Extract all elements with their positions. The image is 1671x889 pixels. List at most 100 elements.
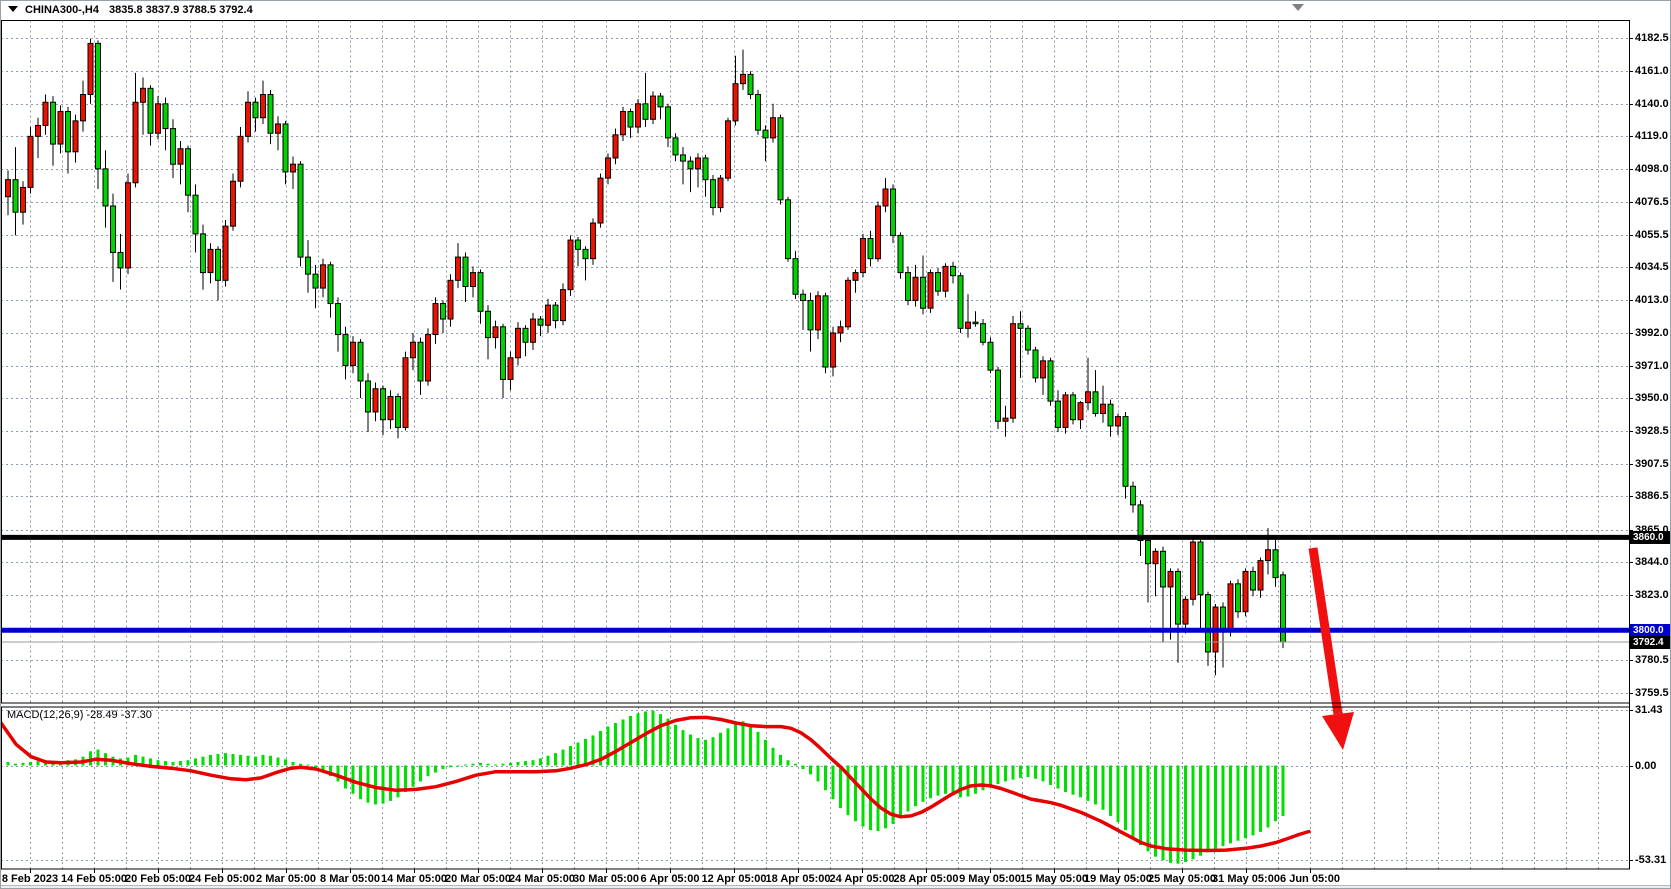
trend-arrow-shaft[interactable]: [1308, 547, 1343, 715]
price-axis-label[interactable]: 4076.5: [1635, 196, 1669, 209]
macd-bar: [1131, 765, 1135, 839]
price-axis-label[interactable]: 4013.0: [1635, 294, 1669, 307]
time-axis-label[interactable]: 24 Feb 05:00: [188, 873, 256, 885]
candle: [357, 339, 364, 399]
symbol-dropdown-icon[interactable]: [8, 6, 18, 12]
price-axis-label[interactable]: 4182.5: [1635, 32, 1669, 44]
time-axis-label[interactable]: 8 Mar 05:00: [320, 873, 380, 885]
axis-ticks: [30, 38, 1633, 873]
macd-bar: [1004, 765, 1007, 782]
price-axis-label[interactable]: 4161.0: [1635, 65, 1669, 78]
price-axis-label[interactable]: 3971.0: [1635, 359, 1669, 372]
time-axis-label[interactable]: 6 Jun 05:00: [1280, 873, 1340, 885]
macd-axis-label[interactable]: 0.00: [1635, 759, 1657, 772]
candle: [717, 175, 724, 213]
time-axis-label[interactable]: 24 Mar 05:00: [508, 873, 576, 885]
macd-bar: [149, 758, 152, 766]
bottom-window-strip: [1, 885, 1670, 888]
price-axis-label[interactable]: 3928.5: [1635, 425, 1669, 438]
candle: [432, 297, 439, 344]
trend-arrow-head[interactable]: [1322, 712, 1354, 750]
macd-bar: [779, 754, 782, 766]
time-axis-label[interactable]: 19 May 05:00: [1084, 873, 1152, 885]
time-axis-label[interactable]: 9 May 05:00: [959, 873, 1021, 885]
time-axis-label[interactable]: 28 Apr 05:00: [893, 873, 959, 885]
candle: [117, 233, 124, 290]
macd-bar: [186, 760, 190, 766]
macd-bar: [606, 726, 610, 766]
macd-axis-label[interactable]: 31.43: [1635, 703, 1663, 716]
macd-bar: [1161, 765, 1165, 861]
macd-bar: [1214, 765, 1217, 849]
candle: [537, 315, 544, 337]
macd-bar: [599, 730, 602, 766]
main-chart-area[interactable]: [1, 20, 1629, 704]
macd-bar: [861, 765, 865, 827]
macd-bar: [771, 747, 775, 766]
candle: [710, 175, 716, 216]
time-axis-label[interactable]: 15 May 05:00: [1020, 873, 1088, 885]
price-axis-label[interactable]: 4140.0: [1635, 97, 1669, 110]
macd-bar: [929, 765, 932, 799]
price-axis-label[interactable]: 4034.5: [1635, 261, 1669, 274]
candle: [1160, 546, 1166, 643]
candle: [672, 133, 679, 162]
macd-bar: [666, 718, 670, 766]
candle: [530, 312, 536, 351]
macd-bar: [156, 760, 160, 766]
candle: [1250, 566, 1256, 597]
time-axis-label[interactable]: 20 Feb 05:00: [124, 873, 192, 885]
macd-bar: [524, 761, 527, 766]
time-axis-label[interactable]: 8 Feb 2023: [1, 873, 59, 885]
price-axis-label[interactable]: 4055.5: [1635, 228, 1669, 241]
price-axis-label[interactable]: 3992.0: [1635, 326, 1669, 339]
macd-bar: [141, 756, 145, 766]
macd-bar: [494, 764, 497, 766]
price-axis-label[interactable]: 4119.0: [1635, 130, 1669, 143]
macd-axis-label[interactable]: -53.31: [1635, 853, 1667, 866]
chart-shift-marker-icon[interactable]: [1292, 4, 1304, 11]
candle: [650, 91, 656, 124]
candle: [965, 294, 971, 338]
time-axis-label[interactable]: 18 Apr 05:00: [765, 873, 831, 885]
time-axis-label[interactable]: 6 Apr 05:00: [640, 873, 700, 885]
macd-bar: [1056, 765, 1060, 789]
macd-bar: [1026, 765, 1030, 778]
macd-bar: [1266, 765, 1270, 828]
macd-bar: [659, 714, 662, 766]
time-axis-label[interactable]: 12 Apr 05:00: [701, 873, 767, 885]
price-axis-label[interactable]: 3759.5: [1635, 687, 1669, 699]
macd-bar: [1064, 765, 1067, 793]
candle: [935, 267, 941, 296]
macd-bar: [696, 738, 700, 766]
candle: [1085, 357, 1091, 411]
macd-bar: [914, 765, 917, 807]
price-axis-label[interactable]: 3780.5: [1635, 654, 1669, 667]
price-axis-label[interactable]: 3950.0: [1635, 392, 1669, 405]
candle: [792, 250, 799, 299]
macd-panel-area[interactable]: [1, 707, 1629, 869]
time-axis-label[interactable]: 25 May 05:00: [1148, 873, 1216, 885]
time-axis-label[interactable]: 14 Mar 05:00: [380, 873, 448, 885]
price-axis-label[interactable]: 4098.0: [1635, 162, 1669, 175]
macd-bar: [21, 762, 25, 766]
time-axis-label[interactable]: 24 Apr 05:00: [829, 873, 895, 885]
time-axis-label[interactable]: 2 Mar 05:00: [256, 873, 316, 885]
price-axis-label[interactable]: 3886.5: [1635, 490, 1669, 503]
price-axis-label[interactable]: 3844.0: [1635, 556, 1669, 569]
macd-bar: [554, 753, 557, 766]
candle: [950, 261, 956, 284]
candle: [920, 255, 926, 315]
time-axis-label[interactable]: 31 May 05:00: [1212, 873, 1280, 885]
time-axis-label[interactable]: 14 Feb 05:00: [60, 873, 128, 885]
candle: [342, 326, 349, 380]
candle: [207, 243, 214, 284]
time-axis-label[interactable]: 20 Mar 05:00: [444, 873, 512, 885]
time-axis-label[interactable]: 30 Mar 05:00: [572, 873, 640, 885]
macd-bar: [576, 742, 580, 766]
macd-bar: [336, 765, 340, 782]
price-axis-label[interactable]: 3907.5: [1635, 457, 1669, 470]
macd-bar: [561, 749, 565, 766]
price-axis-label[interactable]: 3823.0: [1635, 588, 1669, 601]
